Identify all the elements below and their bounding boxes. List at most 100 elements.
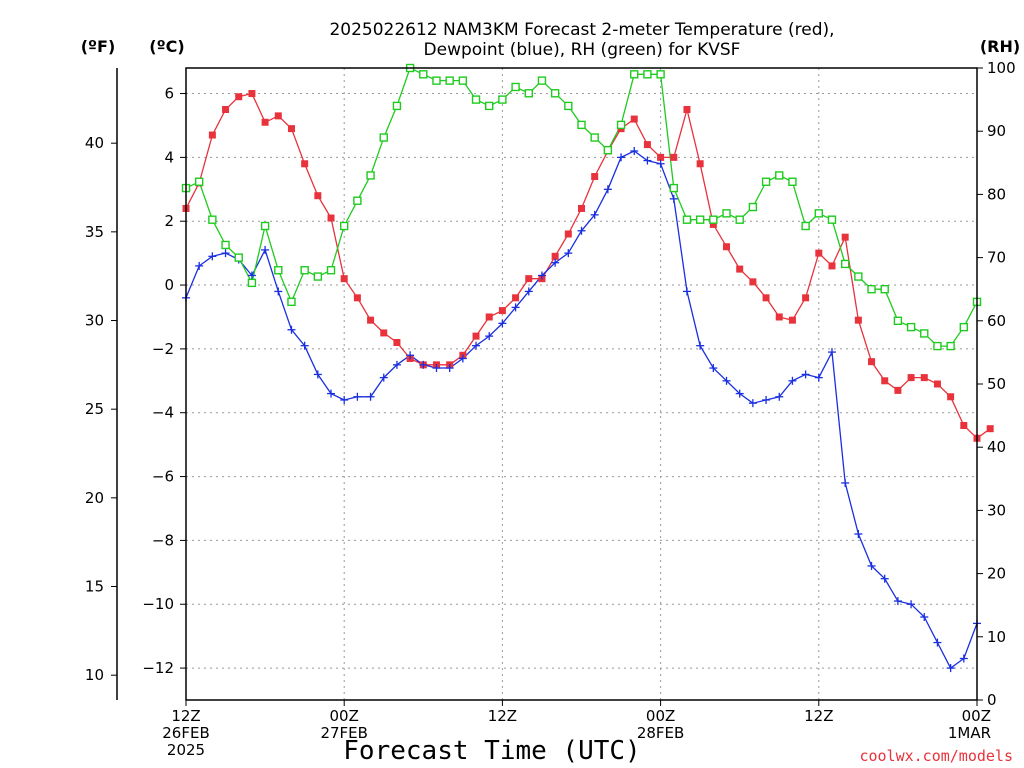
temperature-point bbox=[327, 214, 335, 222]
dewpoint-point bbox=[788, 376, 797, 385]
rh-point bbox=[616, 120, 626, 130]
rh-point bbox=[208, 215, 217, 224]
dewpoint-point bbox=[748, 399, 757, 408]
temperature-point bbox=[881, 377, 889, 385]
x-tick-label: 12Z bbox=[488, 707, 517, 725]
dewpoint-point bbox=[274, 287, 283, 296]
dewpoint-point bbox=[775, 392, 784, 401]
rh-point bbox=[722, 209, 731, 218]
temperature-point bbox=[630, 115, 638, 123]
dewpoint-point bbox=[564, 249, 573, 258]
rh-point bbox=[840, 259, 850, 269]
fahrenheit-tick-label: 40 bbox=[85, 134, 104, 152]
series-line-0 bbox=[185, 92, 991, 440]
x-tick-label: 26FEB bbox=[162, 724, 209, 742]
dewpoint-point bbox=[867, 561, 876, 570]
rh-point bbox=[682, 215, 692, 224]
temperature-point bbox=[788, 316, 796, 324]
rh-point bbox=[933, 341, 942, 351]
rh-point bbox=[735, 215, 744, 224]
x-tick-label: 00Z bbox=[646, 707, 675, 725]
temperature-point bbox=[578, 204, 585, 212]
dewpoint-point bbox=[630, 146, 639, 155]
rh-tick-label: 30 bbox=[987, 501, 1006, 519]
celsius-tick-label: −10 bbox=[142, 595, 174, 613]
dewpoint-point bbox=[933, 638, 942, 647]
dewpoint-point bbox=[880, 574, 889, 583]
temperature-point bbox=[498, 307, 506, 315]
dewpoint-point bbox=[458, 354, 467, 363]
dewpoint-point bbox=[841, 478, 850, 487]
celsius-tick-label: −6 bbox=[152, 468, 174, 486]
x-tick-label: 12Z bbox=[171, 707, 200, 725]
temperature-point bbox=[512, 294, 520, 302]
rh-point bbox=[906, 322, 916, 332]
temperature-point bbox=[235, 93, 243, 101]
dewpoint-point bbox=[313, 370, 322, 379]
temperature-point bbox=[261, 118, 269, 126]
temperature-point bbox=[709, 220, 717, 228]
fahrenheit-axis: 40 35 30 25 20 15 10 bbox=[85, 68, 118, 700]
rh-point bbox=[603, 145, 613, 155]
dewpoint-point bbox=[577, 226, 586, 235]
temperature-point bbox=[485, 313, 493, 321]
rh-point bbox=[550, 89, 560, 98]
dewpoint-point bbox=[827, 348, 836, 357]
dewpoint-point bbox=[722, 376, 731, 385]
temperature-point bbox=[670, 153, 678, 161]
rh-point bbox=[485, 101, 494, 111]
dewpoint-point bbox=[537, 271, 546, 280]
rh-point bbox=[419, 70, 428, 79]
celsius-axis: 6 4 2 0 −2 −4 −6 −8 −10 −12 bbox=[142, 85, 186, 677]
dewpoint-point bbox=[682, 287, 691, 296]
temperature-point bbox=[868, 358, 876, 366]
rh-point bbox=[920, 329, 929, 338]
celsius-tick-label: 6 bbox=[164, 85, 174, 103]
rh-point bbox=[471, 95, 481, 104]
celsius-unit-label: (ºC) bbox=[149, 37, 184, 56]
rh-point bbox=[300, 266, 309, 275]
dewpoint-point bbox=[669, 194, 678, 203]
dewpoint-point bbox=[643, 156, 652, 165]
temperature-point bbox=[525, 275, 533, 283]
rh-point bbox=[260, 221, 270, 231]
temperature-point bbox=[472, 332, 480, 340]
temperature-point bbox=[393, 339, 401, 347]
dewpoint-point bbox=[261, 245, 270, 254]
dewpoint-point bbox=[814, 373, 823, 382]
temperature-point bbox=[208, 131, 216, 139]
x-tick-label: 28FEB bbox=[637, 724, 684, 742]
celsius-tick-label: 0 bbox=[164, 276, 174, 294]
rh-unit-label: (RH) bbox=[980, 37, 1020, 56]
x-tick-label: 1MAR bbox=[948, 724, 991, 742]
rh-point bbox=[194, 177, 204, 186]
rh-point bbox=[814, 209, 823, 218]
dewpoint-point bbox=[472, 341, 481, 350]
dewpoint-point bbox=[551, 258, 560, 267]
rh-point bbox=[880, 285, 889, 294]
rh-point bbox=[287, 297, 296, 307]
dewpoint-point bbox=[893, 597, 902, 606]
rh-point bbox=[458, 76, 468, 85]
dewpoint-point bbox=[498, 319, 507, 328]
temperature-point bbox=[696, 160, 704, 168]
temperature-point bbox=[907, 374, 915, 382]
rh-point bbox=[709, 215, 718, 224]
celsius-tick-label: −2 bbox=[152, 340, 174, 358]
temperature-point bbox=[222, 105, 230, 113]
rh-point bbox=[340, 221, 349, 231]
rh-point bbox=[959, 322, 969, 332]
rh-point bbox=[366, 171, 375, 180]
dewpoint-point bbox=[656, 159, 665, 168]
rh-point bbox=[761, 177, 771, 186]
title-line-2: Dewpoint (blue), RH (green) for KVSF bbox=[424, 40, 741, 60]
temperature-point bbox=[762, 294, 770, 302]
dewpoint-point bbox=[379, 373, 388, 382]
dewpoint-point bbox=[366, 392, 375, 401]
rh-point bbox=[695, 215, 705, 224]
rh-point bbox=[827, 215, 837, 224]
dewpoint-point bbox=[854, 530, 863, 539]
rh-point bbox=[867, 285, 876, 294]
